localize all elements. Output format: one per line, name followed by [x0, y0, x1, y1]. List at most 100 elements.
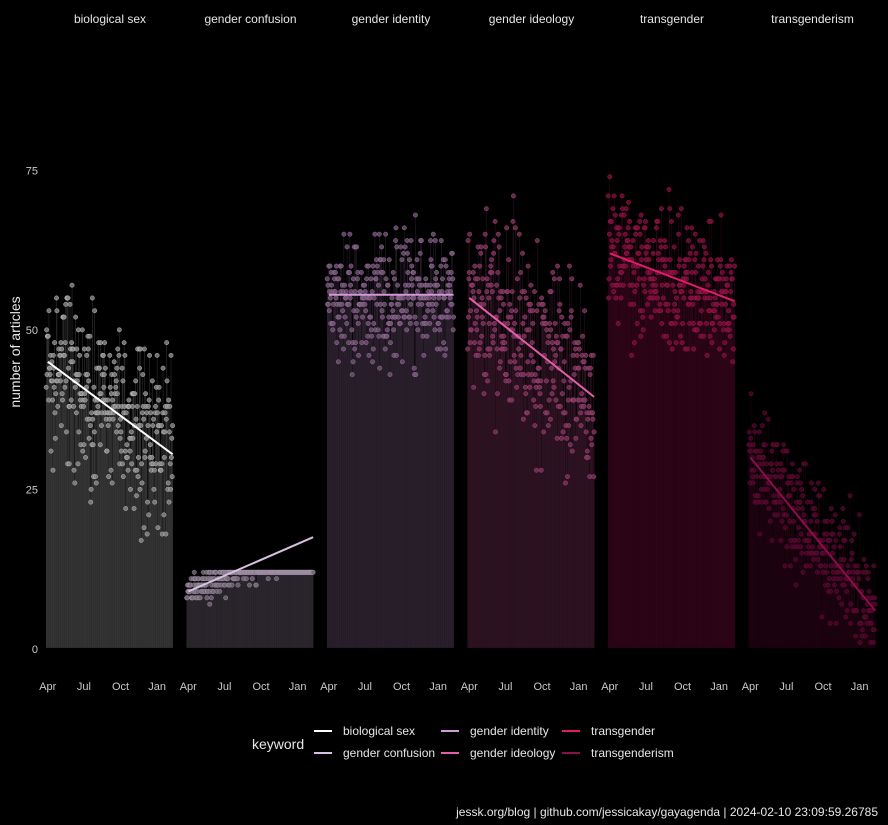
data-point	[135, 474, 141, 479]
data-point	[856, 569, 861, 575]
data-point	[729, 257, 734, 263]
facet-title: gender ideology	[489, 12, 574, 26]
data-point	[353, 340, 358, 346]
data-point	[688, 289, 694, 294]
data-point	[730, 359, 736, 365]
data-point	[501, 333, 507, 339]
data-point	[610, 206, 616, 212]
data-point	[75, 461, 81, 467]
data-point	[721, 352, 727, 358]
data-point	[513, 308, 519, 314]
data-point	[105, 423, 111, 428]
data-point	[114, 365, 120, 371]
data-point	[638, 212, 644, 218]
data-point	[847, 493, 853, 499]
data-point	[658, 244, 664, 250]
data-point	[622, 244, 628, 250]
data-point	[484, 276, 490, 282]
data-point	[161, 512, 167, 518]
data-point	[544, 327, 550, 333]
data-point	[439, 289, 445, 294]
data-point	[156, 397, 162, 403]
data-point	[388, 340, 393, 346]
data-point	[698, 321, 703, 326]
data-point	[778, 538, 784, 543]
data-point	[480, 276, 486, 282]
data-point	[578, 410, 583, 416]
data-point	[640, 314, 646, 320]
data-point	[413, 372, 419, 377]
data-point	[550, 378, 556, 384]
data-point	[101, 352, 106, 358]
data-point	[632, 340, 637, 346]
data-point	[551, 276, 557, 282]
data-point	[490, 333, 496, 339]
data-point	[659, 282, 665, 288]
trend-line	[187, 536, 314, 593]
data-point	[367, 295, 373, 301]
data-point	[577, 346, 582, 352]
data-point	[71, 467, 77, 473]
data-point	[343, 295, 349, 301]
data-point	[757, 531, 763, 537]
data-point	[818, 563, 824, 569]
data-point	[347, 295, 353, 301]
data-point	[51, 384, 57, 390]
data-point	[803, 563, 809, 569]
data-point	[767, 518, 773, 524]
data-point	[505, 289, 510, 294]
data-point	[151, 467, 157, 473]
data-point	[549, 340, 555, 346]
data-point	[547, 321, 552, 326]
data-point	[472, 263, 478, 269]
data-point	[364, 276, 369, 282]
facet-title: transgender	[640, 12, 704, 26]
data-point	[428, 238, 433, 243]
data-point	[639, 308, 645, 314]
data-point	[754, 474, 760, 479]
data-point	[723, 289, 729, 294]
data-point	[806, 538, 812, 543]
data-point	[324, 276, 330, 282]
data-point	[144, 531, 150, 537]
data-point	[71, 404, 77, 409]
data-point	[749, 448, 754, 454]
data-point	[512, 359, 518, 365]
data-point	[641, 276, 647, 282]
data-point	[191, 569, 197, 575]
data-point	[84, 352, 90, 358]
data-point	[398, 244, 404, 250]
data-point	[81, 404, 86, 409]
data-point	[793, 582, 799, 588]
data-point	[555, 340, 561, 346]
data-point	[393, 225, 399, 231]
data-point	[138, 423, 144, 428]
facet-panel: gender confusion Apr Jul Oct Jan	[180, 12, 316, 693]
data-point	[496, 244, 502, 250]
data-point	[74, 346, 80, 352]
data-point	[483, 244, 488, 250]
data-point	[491, 250, 496, 256]
data-point	[362, 282, 367, 288]
data-point	[362, 301, 368, 307]
legend-item: transgenderism	[562, 746, 674, 760]
data-point	[537, 384, 543, 390]
data-point	[611, 193, 617, 199]
data-point	[589, 442, 595, 448]
data-point	[58, 340, 64, 346]
data-point	[415, 289, 420, 294]
data-point	[865, 569, 871, 575]
data-point	[704, 352, 710, 358]
data-point	[253, 582, 259, 588]
data-point	[70, 359, 76, 365]
data-point	[831, 544, 837, 550]
data-point	[717, 346, 722, 352]
data-point	[137, 365, 143, 371]
data-point	[472, 321, 478, 326]
data-point	[653, 282, 658, 288]
data-point	[44, 327, 49, 333]
data-point	[569, 276, 575, 282]
data-point	[521, 333, 527, 339]
data-point	[750, 474, 756, 479]
data-point	[69, 340, 75, 346]
